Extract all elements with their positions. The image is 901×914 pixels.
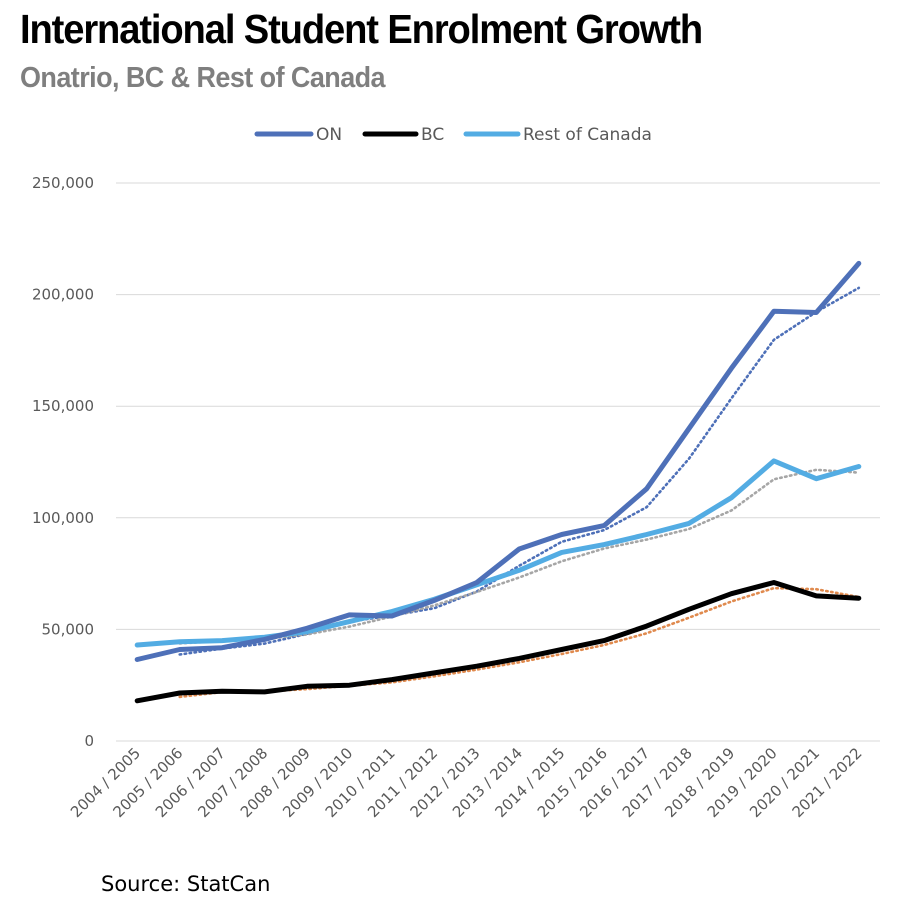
trendlines — [178, 286, 861, 699]
trendline-bc — [178, 586, 861, 699]
y-tick-label: 200,000 — [32, 286, 94, 304]
chart-title: International Student Enrolment Growth — [20, 6, 703, 52]
source-note: Source: StatCan — [101, 872, 271, 896]
series-line-on — [134, 260, 862, 662]
chart-subtitle: Onatrio, BC & Rest of Canada — [20, 62, 386, 94]
series-line-bc — [134, 580, 862, 704]
legend-label-rest: Rest of Canada — [523, 125, 652, 145]
series-lines — [134, 260, 862, 704]
gridlines — [116, 182, 880, 742]
legend: ON BC Rest of Canada — [254, 125, 652, 145]
y-tick-label: 100,000 — [32, 509, 94, 527]
y-tick-label: 0 — [84, 732, 94, 750]
series-line-rest-of-canada — [134, 458, 862, 648]
y-tick-label: 250,000 — [32, 174, 94, 192]
legend-label-bc: BC — [421, 125, 444, 145]
y-axis-tick-labels: 0 50,000 100,000 150,000 200,000 250,000 — [32, 174, 94, 750]
y-tick-label: 50,000 — [42, 620, 95, 638]
legend-label-on: ON — [316, 125, 342, 145]
y-tick-label: 150,000 — [32, 397, 94, 415]
trendline-on — [178, 286, 861, 656]
trendline-rest-of-canada — [178, 468, 861, 645]
